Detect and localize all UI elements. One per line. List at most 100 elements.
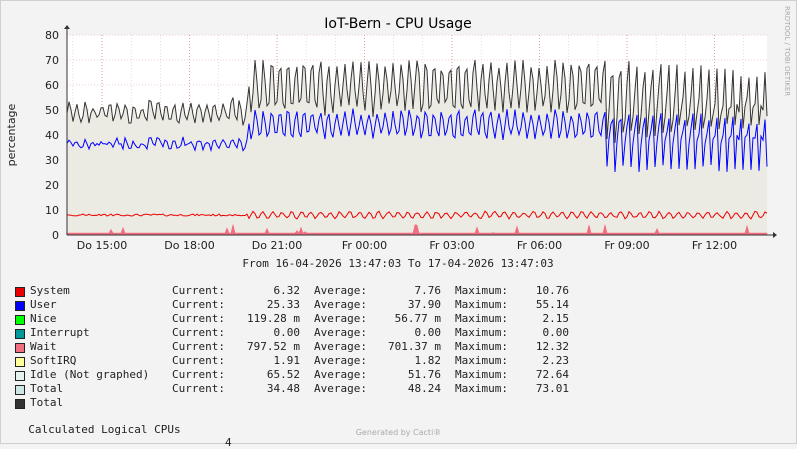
- y-tick-label: 0: [52, 229, 59, 242]
- legend-average-label: Average:: [314, 284, 367, 297]
- footer: Generated by Cacti®: [355, 428, 442, 437]
- legend-average-value: 51.76: [407, 368, 441, 381]
- legend-average-value: 37.90: [407, 298, 441, 311]
- y-tick-label: 50: [45, 104, 59, 117]
- legend-series-name: Wait: [30, 340, 57, 353]
- legend-swatch: [15, 315, 25, 325]
- legend-swatch: [15, 287, 25, 297]
- legend-maximum-value: 10.76: [535, 284, 569, 297]
- legend-maximum-label: Maximum:: [455, 298, 508, 311]
- x-tick-label: Do 21:00: [252, 239, 302, 252]
- legend-maximum-value: 0.00: [542, 326, 570, 339]
- cpu-usage-chart: IoT-Bern - CPU Usage RRDTOOL / TOBI OETI…: [5, 6, 791, 270]
- legend-swatch: [15, 343, 25, 353]
- legend-maximum-label: Maximum:: [455, 284, 508, 297]
- legend-average-value: 0.00: [414, 326, 442, 339]
- legend-average-label: Average:: [314, 354, 367, 367]
- legend-current-value: 797.52 m: [247, 340, 300, 353]
- total-area: [67, 60, 767, 235]
- series-system: [66, 210, 768, 220]
- series-total: [66, 59, 768, 143]
- x-tick-label: Fr 00:00: [342, 239, 387, 252]
- logical-cpus: Calculated Logical CPUs 4: [15, 410, 231, 449]
- legend-current-label: Current:: [172, 284, 225, 297]
- legend-average-label: Average:: [314, 326, 367, 339]
- x-axis-arrow: [773, 232, 777, 238]
- legend-current-value: 0.00: [273, 326, 301, 339]
- legend-average-value: 1.82: [414, 354, 442, 367]
- legend-average-value: 48.24: [407, 382, 441, 395]
- y-axis-label: percentage: [5, 103, 18, 166]
- y-tick-label: 80: [45, 29, 59, 42]
- date-range: From 16-04-2026 13:47:03 To 17-04-2026 1…: [242, 257, 553, 270]
- legend-current-label: Current:: [172, 326, 225, 339]
- y-tick-label: 30: [45, 154, 59, 167]
- logical-cpus-label: Calculated Logical CPUs: [28, 423, 181, 436]
- legend-average-label: Average:: [314, 298, 367, 311]
- legend-series-name: Total: [30, 396, 64, 409]
- legend-series-name: Nice: [30, 312, 57, 325]
- x-tick-label: Do 18:00: [164, 239, 214, 252]
- legend-maximum-value: 12.32: [535, 340, 569, 353]
- chart-title: IoT-Bern - CPU Usage: [324, 16, 472, 32]
- logical-cpus-value: 4: [225, 436, 232, 449]
- legend-swatch: [15, 357, 25, 367]
- legend-current-value: 6.32: [273, 284, 301, 297]
- legend-current-label: Current:: [172, 382, 225, 395]
- legend-maximum-label: Maximum:: [455, 340, 508, 353]
- legend-maximum-label: Maximum:: [455, 312, 508, 325]
- y-tick-label: 60: [45, 79, 59, 92]
- legend-average-label: Average:: [314, 382, 367, 395]
- legend-average-label: Average:: [314, 368, 367, 381]
- legend-series-name: Interrupt: [30, 326, 90, 339]
- y-tick-label: 40: [45, 129, 59, 142]
- legend-swatch: [15, 385, 25, 395]
- y-tick-label: 10: [45, 204, 59, 217]
- legend-current-value: 25.33: [266, 298, 300, 311]
- legend-swatch: [15, 399, 25, 409]
- legend-maximum-value: 2.15: [542, 312, 570, 325]
- x-tick-label: Fr 09:00: [604, 239, 649, 252]
- x-tick-label: Fr 06:00: [517, 239, 562, 252]
- series-user: [66, 108, 768, 173]
- side-label: RRDTOOL / TOBI OETIKER: [783, 6, 791, 96]
- legend-swatch: [15, 371, 25, 381]
- y-tick-label: 20: [45, 179, 59, 192]
- legend-current-label: Current:: [172, 298, 225, 311]
- legend-current-value: 119.28 m: [247, 312, 300, 325]
- legend-maximum-value: 73.01: [535, 382, 569, 395]
- legend-series-name: User: [30, 298, 57, 311]
- legend-maximum-value: 2.23: [542, 354, 570, 367]
- x-tick-label: Fr 03:00: [429, 239, 474, 252]
- legend-average-value: 701.37 m: [388, 340, 441, 353]
- legend-average-label: Average:: [314, 312, 367, 325]
- y-tick-label: 70: [45, 54, 59, 67]
- legend-maximum-value: 72.64: [535, 368, 569, 381]
- legend-maximum-label: Maximum:: [455, 354, 508, 367]
- legend-current-label: Current:: [172, 312, 225, 325]
- x-tick-label: Fr 12:00: [692, 239, 737, 252]
- y-axis-arrow: [64, 25, 70, 29]
- series-wait: [66, 224, 768, 236]
- legend-series-name: Idle (Not graphed): [30, 368, 150, 381]
- legend-series-name: Total: [30, 382, 64, 395]
- legend-current-label: Current:: [172, 340, 225, 353]
- legend-series-name: System: [30, 284, 70, 297]
- legend-series-name: SoftIRQ: [30, 354, 77, 367]
- legend-maximum-value: 55.14: [535, 298, 569, 311]
- legend-current-label: Current:: [172, 354, 225, 367]
- legend-current-value: 1.91: [273, 354, 301, 367]
- legend-average-label: Average:: [314, 340, 367, 353]
- legend-average-value: 7.76: [414, 284, 442, 297]
- legend-swatch: [15, 329, 25, 339]
- legend-maximum-label: Maximum:: [455, 368, 508, 381]
- x-tick-label: Do 15:00: [77, 239, 127, 252]
- legend-maximum-label: Maximum:: [455, 326, 508, 339]
- axes: 0 10 20 30 40 50 60 70 80 Do 15:00 Do 18:00 Do 21:0…: [45, 25, 777, 252]
- legend-current-value: 65.52: [266, 368, 300, 381]
- legend-swatch: [15, 301, 25, 311]
- series-layer: [66, 59, 768, 236]
- legend-average-value: 56.77 m: [394, 312, 441, 325]
- legend-maximum-label: Maximum:: [455, 382, 508, 395]
- legend-current-label: Current:: [172, 368, 225, 381]
